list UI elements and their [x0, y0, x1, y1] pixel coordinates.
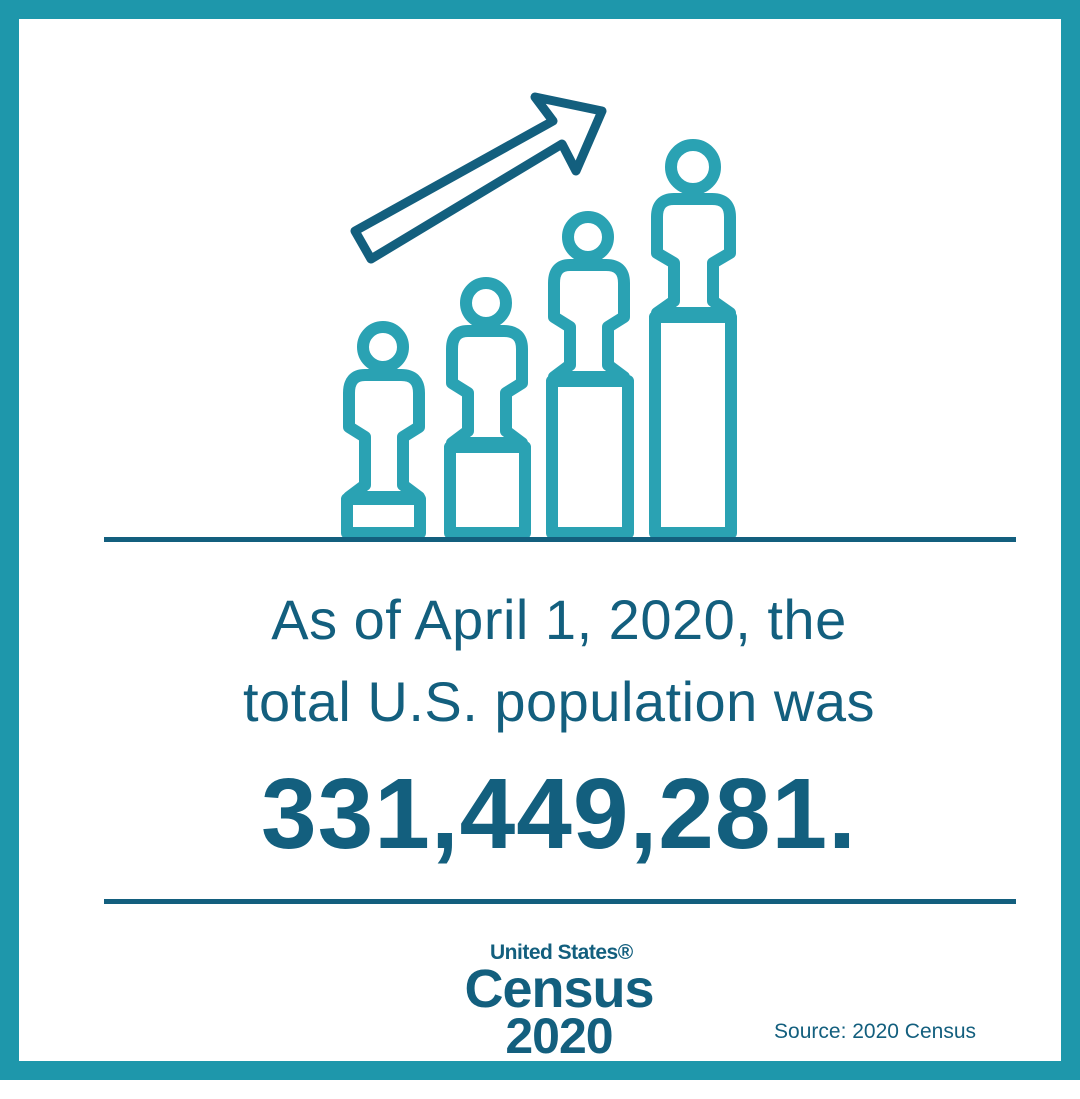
person-on-pedestal-icon — [546, 211, 634, 539]
population-growth-illustration — [341, 92, 737, 539]
headline: As of April 1, 2020, the total U.S. popu… — [19, 579, 1080, 743]
headline-line-1: As of April 1, 2020, the — [271, 588, 847, 651]
person-on-pedestal-icon — [341, 321, 426, 539]
growth-arrow-icon — [350, 92, 607, 264]
person-on-pedestal-icon — [649, 139, 737, 539]
logo-year: 2020 — [505, 1008, 613, 1064]
person-on-pedestal-icon — [444, 277, 531, 539]
logo-united-states: United States® — [490, 941, 633, 964]
logo-census: Census — [464, 959, 654, 1019]
census-2020-logo: United States® Census 2020 — [464, 941, 654, 1064]
top-divider — [104, 537, 1016, 542]
population-figure: 331,449,281. — [261, 758, 857, 870]
bottom-divider — [104, 899, 1016, 904]
source-note: Source: 2020 Census — [774, 1020, 976, 1043]
headline-line-2: total U.S. population was — [243, 670, 875, 733]
